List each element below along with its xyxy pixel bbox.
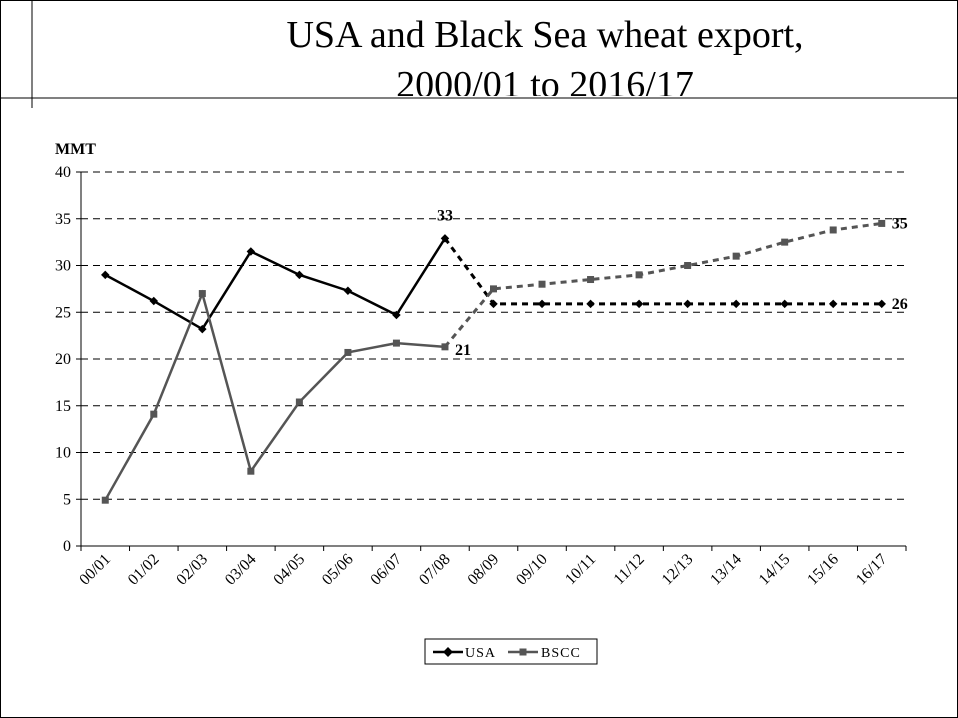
series-usa-point-01-02	[149, 296, 159, 306]
series-bscc-point-15-16	[829, 226, 837, 234]
series-layer	[101, 219, 886, 504]
series-bscc-point-05-06	[344, 348, 352, 356]
series-usa-point-06-07	[392, 310, 401, 320]
y-axis-label: MMT	[55, 141, 96, 158]
series-bscc-forecast-line	[443, 221, 882, 348]
x-tick-label-11-12: 11/12	[611, 551, 648, 588]
x-tick-label-07-08: 07/08	[416, 551, 454, 589]
chart-title-line-1: USA and Black Sea wheat export,	[286, 14, 804, 56]
gridlines	[81, 171, 906, 500]
y-tick-label-0: 0	[63, 538, 71, 555]
x-tick-labels: 00/01 01/02 02/03 03/04 04/05 05/06 06/07 07/08…	[76, 551, 890, 589]
data-label-33: 33	[437, 207, 453, 224]
series-bscc-point-16-17	[878, 219, 886, 227]
y-tick-labels: 0 5 10 15 20 25 30 35 40	[55, 164, 71, 555]
x-tick-label-03-04: 03/04	[222, 551, 260, 589]
legend-usa-marker	[443, 647, 453, 657]
x-tick-label-06-07: 06/07	[367, 551, 405, 589]
series-usa-point-11-12	[634, 299, 644, 309]
data-label-21: 21	[455, 342, 471, 359]
y-tick-label-30: 30	[55, 258, 71, 275]
x-tick-label-10-11: 10/11	[562, 551, 599, 588]
series-bscc-point-08-09	[490, 285, 497, 293]
y-tick-label-35: 35	[55, 211, 71, 228]
data-label-26: 26	[892, 296, 908, 313]
series-usa-point-13-14	[731, 299, 741, 309]
series-usa-forecast-line	[443, 237, 882, 306]
series-usa-point-07-08	[440, 234, 450, 243]
series-usa-point-10-11	[586, 299, 595, 309]
y-tick-label-25: 25	[55, 304, 71, 321]
series-bscc-point-11-12	[635, 271, 643, 279]
series-usa-point-05-06	[343, 286, 353, 295]
data-label-35: 35	[892, 215, 908, 232]
series-bscc-point-02-03	[198, 290, 206, 298]
series-usa-point-16-17	[877, 299, 886, 309]
x-tick-label-13-14: 13/14	[707, 551, 745, 589]
x-tick-label-08-09: 08/09	[465, 551, 503, 589]
series-usa-point-15-16	[828, 299, 838, 309]
legend-bscc-marker	[519, 648, 527, 656]
x-tick-label-16-17: 16/17	[853, 551, 891, 589]
x-tick-label-00-01: 00/01	[76, 551, 114, 589]
series-bscc-actual-line	[104, 289, 446, 501]
x-tick-label-01-02: 01/02	[125, 551, 163, 589]
series-usa-point-12-13	[683, 299, 692, 309]
y-tick-label-40: 40	[55, 164, 71, 181]
x-tick-label-15-16: 15/16	[804, 551, 842, 589]
series-usa-point-08-09	[489, 299, 498, 309]
series-usa-point-04-05	[295, 270, 304, 280]
series-usa-point-02-03	[198, 324, 207, 334]
series-bscc-point-06-07	[392, 339, 400, 347]
series-bscc-point-00-01	[101, 496, 109, 504]
series-bscc-point-03-04	[247, 467, 255, 475]
series-bscc-point-12-13	[684, 262, 692, 269]
y-tick-label-15: 15	[55, 398, 71, 415]
series-usa-point-09-10	[537, 299, 547, 309]
series-usa-point-14-15	[780, 299, 789, 309]
legend-bscc-label: BSCC	[541, 646, 581, 661]
x-tick-label-04-05: 04/05	[270, 551, 308, 589]
series-bscc-point-01-02	[150, 410, 158, 418]
axes	[76, 171, 907, 551]
series-bscc-point-04-05	[295, 398, 303, 406]
x-tick-label-09-10: 09/10	[513, 551, 551, 589]
series-bscc-point-07-08	[441, 343, 449, 351]
legend-usa-label: USA	[465, 646, 496, 661]
legend: USA BSCC	[424, 638, 598, 665]
y-tick-label-5: 5	[63, 491, 71, 508]
y-tick-label-20: 20	[55, 351, 71, 368]
x-tick-label-14-15: 14/15	[756, 551, 794, 589]
title-clip-mask	[0, 96, 958, 116]
x-tick-label-05-06: 05/06	[319, 551, 357, 589]
series-usa-point-03-04	[246, 247, 256, 256]
x-tick-label-02-03: 02/03	[173, 551, 211, 589]
x-tick-label-12-13: 12/13	[659, 551, 697, 589]
series-usa-actual-line	[104, 237, 447, 331]
series-bscc-point-14-15	[781, 238, 789, 246]
y-tick-label-10: 10	[55, 445, 71, 462]
series-bscc-point-09-10	[538, 280, 546, 288]
series-bscc-point-10-11	[587, 276, 595, 284]
annotations: 33 21 35 26	[437, 207, 908, 358]
series-bscc-point-13-14	[732, 252, 740, 260]
series-usa-point-00-01	[101, 270, 110, 280]
